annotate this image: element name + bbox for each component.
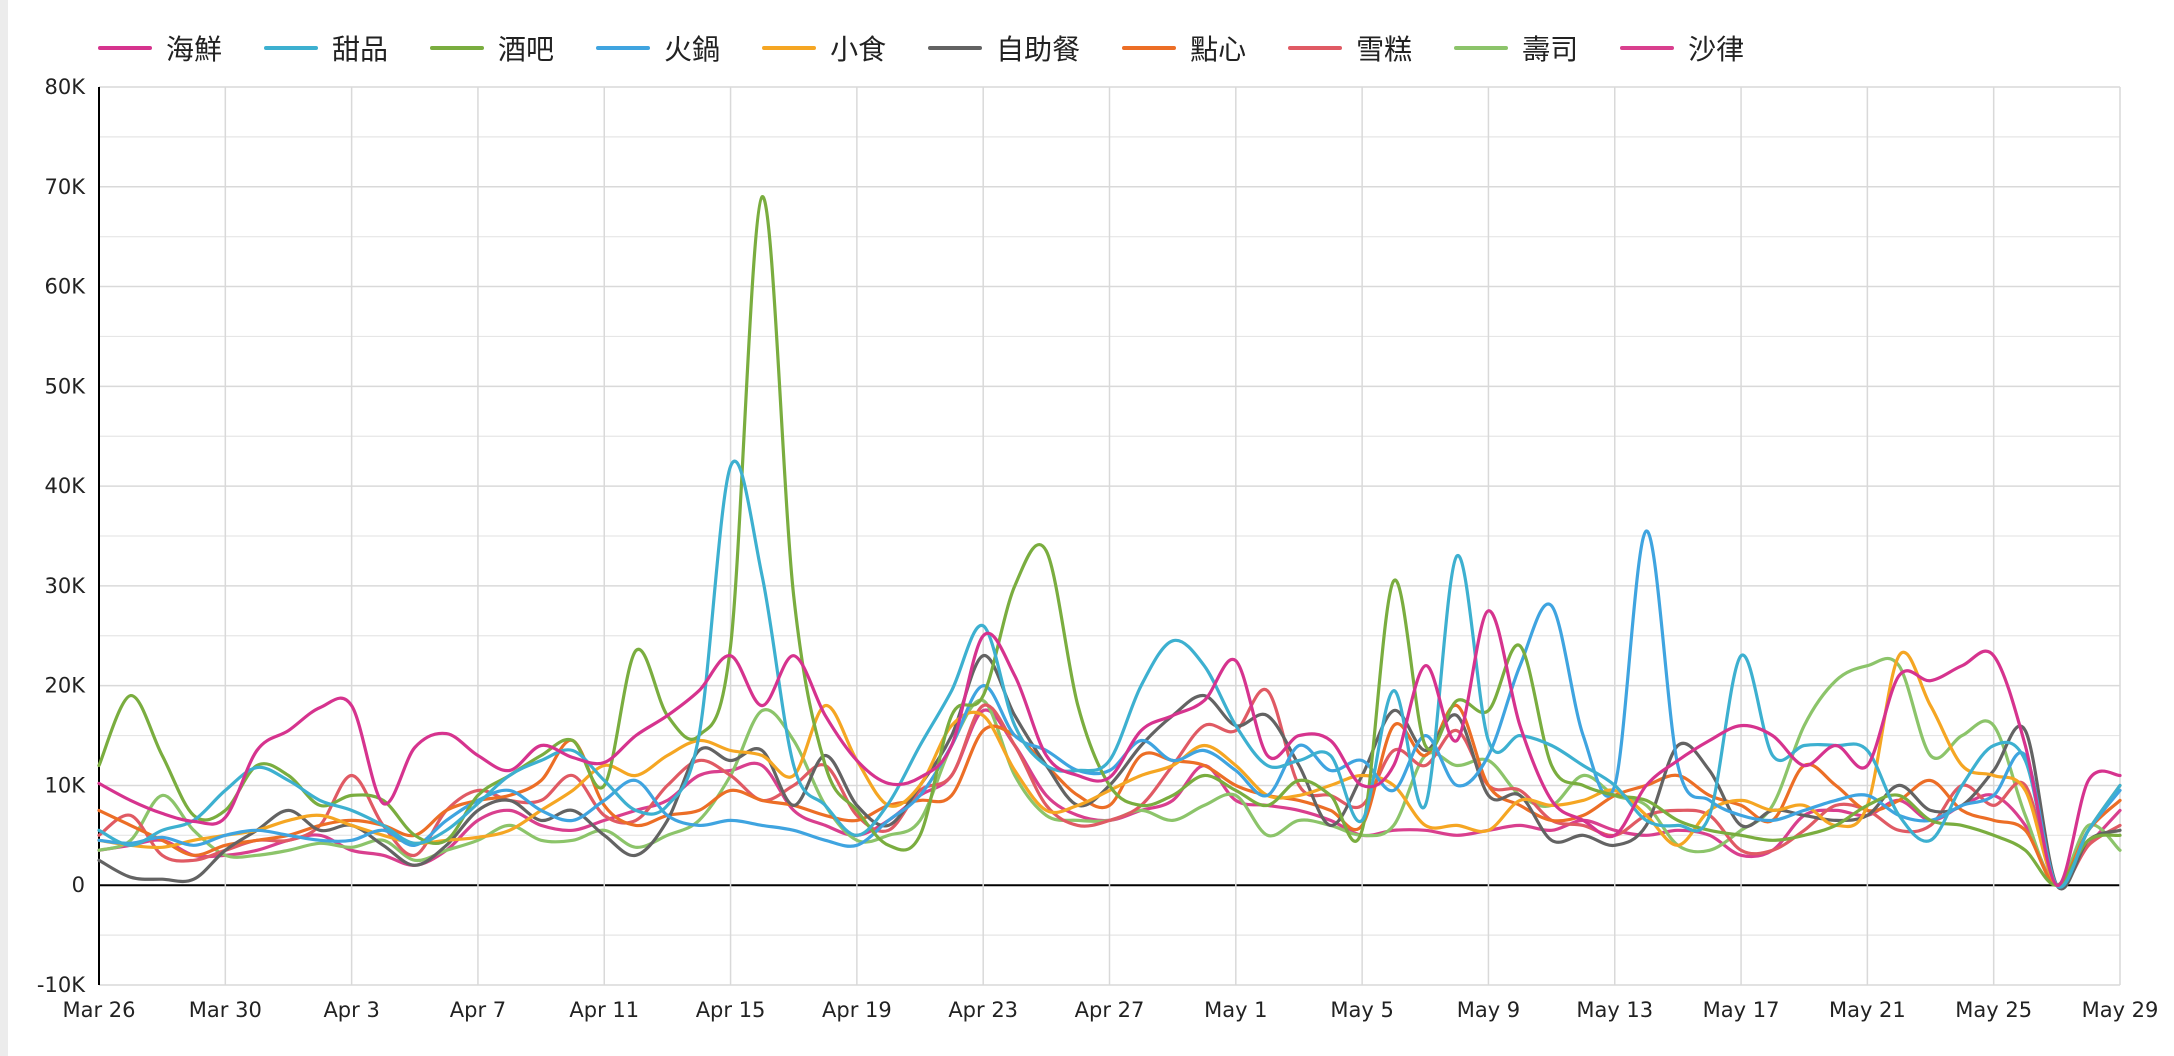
x-tick-label: Apr 23 bbox=[948, 998, 1018, 1022]
series-line-甜品 bbox=[97, 459, 2122, 889]
legend-item[interactable]: 沙律 bbox=[1620, 28, 1744, 68]
legend-swatch bbox=[1454, 46, 1509, 50]
legend-item[interactable]: 雪糕 bbox=[1288, 28, 1412, 68]
x-tick-label: Apr 3 bbox=[323, 998, 379, 1022]
legend-item[interactable]: 酒吧 bbox=[430, 28, 554, 68]
legend-swatch bbox=[430, 46, 485, 50]
series-line-海鮮 bbox=[97, 609, 2122, 887]
x-tick-label: Apr 7 bbox=[450, 998, 506, 1022]
legend-swatch bbox=[1122, 46, 1177, 50]
legend-swatch bbox=[264, 46, 319, 50]
legend-item[interactable]: 甜品 bbox=[264, 28, 388, 68]
legend-label: 壽司 bbox=[1522, 33, 1579, 66]
legend-swatch bbox=[1288, 46, 1343, 50]
legend-item[interactable]: 海鮮 bbox=[98, 28, 222, 68]
legend-item[interactable]: 點心 bbox=[1122, 28, 1246, 68]
legend-swatch bbox=[596, 46, 651, 50]
series-line-酒吧 bbox=[97, 195, 2122, 887]
legend-item[interactable]: 火鍋 bbox=[596, 28, 720, 68]
x-tick-label: May 5 bbox=[1330, 998, 1393, 1022]
x-tick-label: Mar 30 bbox=[189, 998, 262, 1022]
y-tick-label: 70K bbox=[45, 175, 87, 199]
x-tick-label: May 25 bbox=[1955, 998, 2032, 1022]
legend-label: 雪糕 bbox=[1356, 33, 1413, 66]
legend-label: 海鮮 bbox=[166, 33, 223, 66]
legend-label: 甜品 bbox=[332, 33, 389, 66]
x-tick-label: Apr 27 bbox=[1075, 998, 1145, 1022]
legend-swatch bbox=[98, 46, 152, 50]
legend-item[interactable]: 自助餐 bbox=[928, 28, 1080, 68]
legend-label: 火鍋 bbox=[664, 33, 721, 66]
y-tick-label: 80K bbox=[45, 75, 87, 99]
legend-label: 沙律 bbox=[1688, 33, 1745, 66]
x-tick-label: Apr 11 bbox=[569, 998, 639, 1022]
legend-item[interactable]: 小食 bbox=[762, 28, 886, 68]
x-tick-label: May 13 bbox=[1576, 998, 1653, 1022]
chart-legend: 海鮮 甜品 酒吧 火鍋 小食 自助餐 點心 雪糕 壽司 沙律 bbox=[98, 26, 1744, 70]
series-line-自助餐 bbox=[97, 654, 2122, 891]
y-tick-label: 0 bbox=[72, 873, 85, 897]
legend-label: 小食 bbox=[830, 33, 887, 66]
x-tick-label: May 9 bbox=[1457, 998, 1520, 1022]
y-tick-label: 30K bbox=[45, 574, 87, 598]
y-tick-label: 40K bbox=[45, 474, 87, 498]
series-line-點心 bbox=[97, 703, 2122, 887]
y-tick-label: 50K bbox=[45, 374, 87, 398]
legend-swatch bbox=[1620, 46, 1675, 50]
x-tick-label: Mar 26 bbox=[62, 998, 135, 1022]
series-line-雪糕 bbox=[97, 687, 2122, 889]
legend-swatch bbox=[762, 46, 817, 50]
x-tick-label: Apr 15 bbox=[696, 998, 766, 1022]
legend-item[interactable]: 壽司 bbox=[1454, 28, 1578, 68]
line-chart: -10K 0 10K 20K 30K 40K 50K 60K 70K 80K Mar 26 Mar 3… bbox=[37, 75, 2159, 1022]
x-tick-label: May 1 bbox=[1204, 998, 1267, 1022]
legend-label: 點心 bbox=[1190, 33, 1247, 66]
legend-swatch bbox=[928, 46, 983, 50]
y-tick-label: 60K bbox=[45, 275, 87, 299]
legend-label: 自助餐 bbox=[996, 33, 1081, 66]
legend-label: 酒吧 bbox=[498, 33, 555, 66]
series-line-火鍋 bbox=[97, 529, 2122, 889]
y-tick-label: 10K bbox=[45, 773, 87, 797]
x-tick-label: May 29 bbox=[2082, 998, 2159, 1022]
y-tick-label: -10K bbox=[37, 973, 86, 997]
x-tick-label: May 17 bbox=[1703, 998, 1780, 1022]
x-tick-label: May 21 bbox=[1829, 998, 1906, 1022]
chart-panel: 海鮮 甜品 酒吧 火鍋 小食 自助餐 點心 雪糕 壽司 沙律 -10K 0 10K 20K 30K 40K 5… bbox=[8, 0, 2174, 1056]
y-tick-label: 20K bbox=[45, 674, 87, 698]
x-tick-label: Apr 19 bbox=[822, 998, 892, 1022]
